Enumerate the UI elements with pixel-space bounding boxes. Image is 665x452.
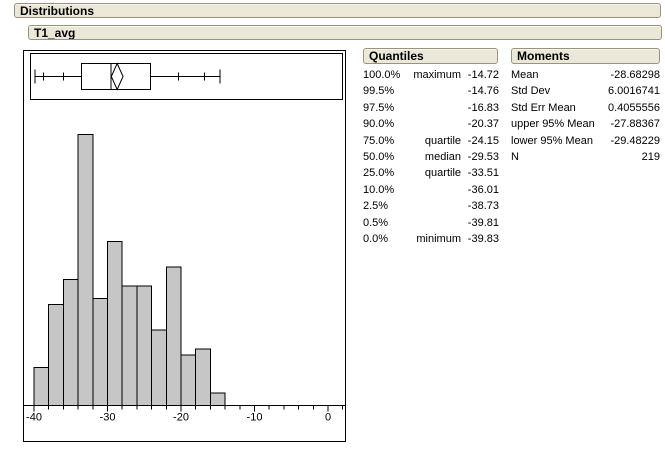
quantile-name: quartile — [424, 134, 461, 147]
histogram-bar[interactable] — [92, 297, 109, 406]
histogram-bar[interactable] — [195, 348, 211, 406]
quantile-pct: 75.0% — [363, 134, 395, 147]
histogram-bar[interactable] — [107, 241, 123, 406]
quantiles-table: 100.0% maximum -14.72 99.5% -14.76 97.5% -16.8… — [363, 69, 499, 249]
quantile-value: -39.83 — [467, 232, 499, 245]
quantile-row: 10.0% -36.01 — [363, 184, 499, 200]
distribution-plot[interactable]: -40 -30 -20 -10 0 — [23, 50, 346, 442]
histogram-bar[interactable] — [48, 304, 64, 406]
moment-label: Std Err Mean — [511, 101, 576, 114]
plot-canvas: -40 -30 -20 -10 0 — [24, 53, 345, 424]
x-axis-tick-label: 0 — [325, 412, 331, 424]
quantile-value: -29.53 — [467, 150, 499, 163]
histogram-bar[interactable] — [165, 266, 182, 406]
boxplot-mean-diamond — [110, 62, 124, 91]
quantile-value: -14.72 — [467, 69, 499, 81]
quantile-pct: 100.0% — [363, 69, 401, 81]
histogram-bar[interactable] — [121, 285, 138, 406]
moment-row: upper 95% Mean -27.88367 — [511, 118, 660, 134]
moment-label: upper 95% Mean — [511, 118, 595, 131]
quantile-row: 0.0% minimum -39.83 — [363, 233, 499, 249]
quantile-pct: 0.0% — [363, 232, 389, 245]
moment-label: Std Dev — [511, 85, 551, 98]
quantiles-panel-title: Quantiles — [369, 49, 424, 63]
quantile-value: -39.81 — [467, 216, 499, 229]
quantile-pct: 90.0% — [363, 118, 395, 131]
moment-row: N 219 — [511, 151, 660, 167]
moment-row: lower 95% Mean -29.48229 — [511, 135, 660, 151]
quantile-value: -14.76 — [467, 85, 499, 98]
moment-row: Std Dev 6.0016741 — [511, 85, 660, 101]
moment-row: Mean -28.68298 — [511, 69, 660, 85]
moment-row: Std Err Mean 0.4055556 — [511, 102, 660, 118]
quantile-value: -20.37 — [467, 118, 499, 131]
quantile-row: 97.5% -16.83 — [363, 102, 499, 118]
histogram-bar[interactable] — [136, 285, 153, 406]
quantile-row: 90.0% -20.37 — [363, 118, 499, 134]
quantile-name: minimum — [416, 232, 461, 245]
quantile-pct: 25.0% — [363, 167, 395, 180]
moment-label: lower 95% Mean — [511, 134, 593, 147]
quantile-value: -36.01 — [467, 183, 499, 196]
histogram-bar[interactable] — [151, 329, 167, 406]
quantile-row: 50.0% median -29.53 — [363, 151, 499, 167]
quantile-name: maximum — [413, 69, 461, 81]
moment-label: N — [511, 150, 519, 163]
moment-value: -29.48229 — [610, 134, 660, 147]
moment-value: 219 — [641, 150, 660, 163]
variable-header[interactable]: T1_avg — [28, 25, 662, 40]
quantile-row: 25.0% quartile -33.51 — [363, 167, 499, 183]
quantile-row: 2.5% -38.73 — [363, 200, 499, 216]
x-axis-tick-label: -20 — [173, 412, 189, 424]
variable-header-label: T1_avg — [34, 26, 76, 40]
histogram-bar[interactable] — [33, 367, 50, 407]
quantile-pct: 97.5% — [363, 101, 395, 114]
quantile-pct: 2.5% — [363, 200, 389, 213]
quantile-pct: 10.0% — [363, 183, 395, 196]
histogram-bar[interactable] — [180, 354, 197, 407]
histogram-bar[interactable] — [77, 134, 94, 406]
quantile-pct: 0.5% — [363, 216, 389, 229]
moment-value: -27.88367 — [610, 118, 660, 131]
boxplot-frame — [30, 53, 343, 100]
quantile-pct: 50.0% — [363, 150, 395, 163]
moment-label: Mean — [511, 69, 539, 81]
quantile-name: median — [424, 150, 461, 163]
quantile-row: 75.0% quartile -24.15 — [363, 135, 499, 151]
moments-panel-title: Moments — [517, 49, 570, 63]
moments-table: Mean -28.68298 Std Dev 6.0016741 Std Err Mea… — [511, 69, 660, 167]
distributions-header-label: Distributions — [20, 4, 94, 18]
quantile-pct: 99.5% — [363, 85, 395, 98]
quantile-value: -38.73 — [467, 200, 499, 213]
moment-value: 6.0016741 — [608, 85, 660, 98]
quantiles-panel-header[interactable]: Quantiles — [363, 48, 498, 64]
moment-value: -28.68298 — [610, 69, 660, 81]
quantile-name: quartile — [424, 167, 461, 180]
quantile-row: 99.5% -14.76 — [363, 85, 499, 101]
quantile-row: 100.0% maximum -14.72 — [363, 69, 499, 85]
quantile-value: -16.83 — [467, 101, 499, 114]
quantile-row: 0.5% -39.81 — [363, 217, 499, 233]
histogram-bar[interactable] — [209, 392, 226, 406]
moment-value: 0.4055556 — [608, 101, 660, 114]
quantile-value: -33.51 — [467, 167, 499, 180]
x-axis-tick-label: -40 — [26, 412, 42, 424]
distributions-header[interactable]: Distributions — [14, 3, 661, 18]
x-axis-tick-label: -10 — [247, 412, 263, 424]
x-axis-tick-label: -30 — [100, 412, 116, 424]
moments-panel-header[interactable]: Moments — [511, 48, 660, 64]
quantile-value: -24.15 — [467, 134, 499, 147]
histogram-bar[interactable] — [62, 279, 79, 406]
